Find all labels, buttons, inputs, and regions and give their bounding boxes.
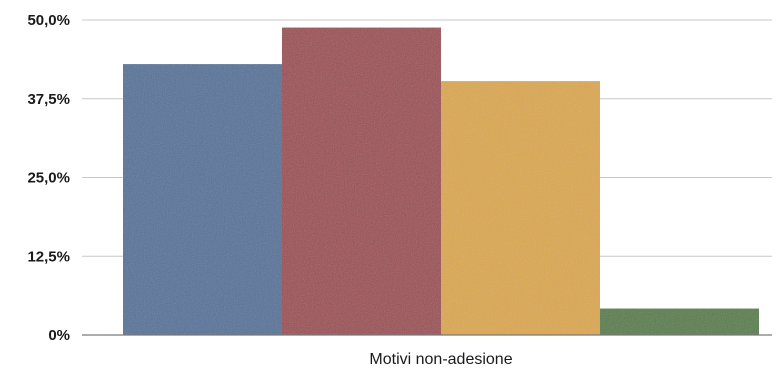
y-tick-label: 12,5% [27,248,70,265]
bar-1 [123,64,282,335]
x-axis-label: Motivi non-adesione [369,351,512,368]
bar-4 [600,308,759,335]
y-tick-label: 50,0% [27,12,70,29]
y-tick-label: 37,5% [27,91,70,108]
bar-3 [441,81,600,335]
y-tick-label: 25,0% [27,170,70,187]
bar-2 [282,27,441,336]
y-axis-ticks: 0% 12,5% 25,0% 37,5% 50,0% [27,12,70,344]
bars [123,27,759,336]
y-tick-label: 0% [48,327,70,344]
